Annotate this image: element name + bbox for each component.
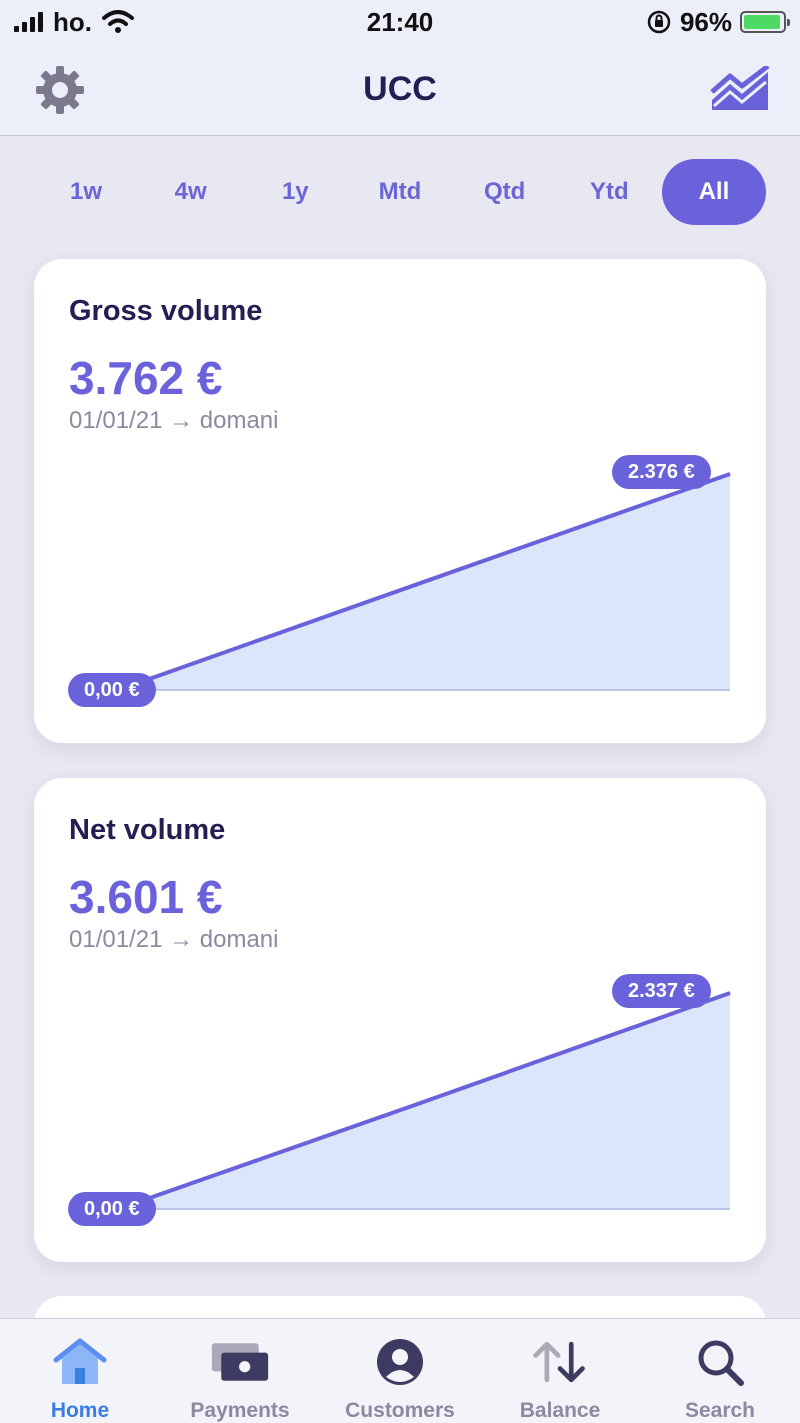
chart-svg — [117, 991, 731, 1211]
chart-svg — [117, 472, 731, 692]
card-value: 3.762 € — [69, 352, 223, 404]
status-right: 96% — [646, 6, 790, 38]
card-date-range: 01/01/21 → domani — [69, 926, 279, 953]
tab-1y[interactable]: 1y — [281, 178, 309, 205]
gross-volume-chart: 0,00 € 2.376 € — [34, 449, 766, 709]
gross-volume-card[interactable]: Gross volume 3.762 € 01/01/21 → domani 0… — [34, 259, 766, 743]
nav-balance[interactable]: Balance — [480, 1319, 640, 1423]
chart-end-label: 2.376 € — [612, 455, 711, 489]
battery-percent: 96% — [679, 6, 732, 37]
card-value: 3.601 € — [69, 871, 223, 923]
page-title: UCC — [363, 70, 437, 108]
nav-search[interactable]: Search — [640, 1319, 800, 1423]
nav-label: Home — [50, 1399, 110, 1422]
tab-4w[interactable]: 4w — [174, 178, 207, 205]
rotation-lock-icon — [647, 10, 671, 34]
nav-label: Payments — [190, 1399, 290, 1422]
nav-label: Customers — [345, 1399, 455, 1422]
net-volume-chart: 0,00 € 2.337 € — [34, 968, 766, 1228]
tab-all[interactable]: All — [661, 159, 766, 225]
net-volume-card[interactable]: Net volume 3.601 € 01/01/21 → domani 0,0… — [34, 778, 766, 1262]
battery-icon — [740, 11, 790, 33]
settings-button[interactable] — [30, 60, 90, 120]
chart-start-label: 0,00 € — [68, 1192, 156, 1226]
card-title: Net volume — [69, 814, 226, 846]
tab-mtd[interactable]: Mtd — [378, 178, 422, 205]
battery-level — [744, 15, 781, 29]
payments-icon — [210, 1337, 270, 1387]
card-title: Gross volume — [69, 295, 263, 327]
carrier-name: ho. — [53, 6, 92, 37]
customers-icon — [370, 1337, 430, 1387]
chart-end-label: 2.337 € — [612, 974, 711, 1008]
status-bar: ho. 21:40 96% — [0, 0, 800, 44]
nav-label: Balance — [519, 1399, 601, 1422]
chart-point-1 — [423, 1101, 425, 1103]
app-header: UCC — [0, 44, 800, 136]
chart-point-2 — [729, 473, 731, 475]
nav-home[interactable]: Home — [0, 1319, 160, 1423]
chart-area — [118, 993, 730, 1209]
wifi-icon — [102, 10, 134, 33]
bottom-nav: Home Payments Customers Ba — [0, 1318, 800, 1423]
balance-arrows-icon — [530, 1337, 590, 1387]
home-icon — [50, 1337, 110, 1387]
chart-point-2 — [729, 992, 731, 994]
gear-icon — [36, 65, 84, 114]
card-date-range: 01/01/21 → domani — [69, 407, 279, 434]
search-icon — [690, 1337, 750, 1387]
signal-icon — [14, 12, 43, 32]
chart-start-label: 0,00 € — [68, 673, 156, 707]
chart-point-1 — [423, 581, 425, 583]
tab-qtd[interactable]: Qtd — [483, 178, 526, 205]
tab-1w[interactable]: 1w — [69, 178, 102, 205]
trending-chart-icon — [710, 65, 770, 110]
tab-ytd[interactable]: Ytd — [589, 178, 629, 205]
charts-button[interactable] — [710, 60, 770, 120]
period-tabs: 1w 4w 1y Mtd Qtd Ytd All — [34, 159, 766, 225]
nav-label: Search — [684, 1399, 756, 1422]
nav-customers[interactable]: Customers — [320, 1319, 480, 1423]
status-left: ho. — [14, 7, 134, 38]
nav-payments[interactable]: Payments — [160, 1319, 320, 1423]
